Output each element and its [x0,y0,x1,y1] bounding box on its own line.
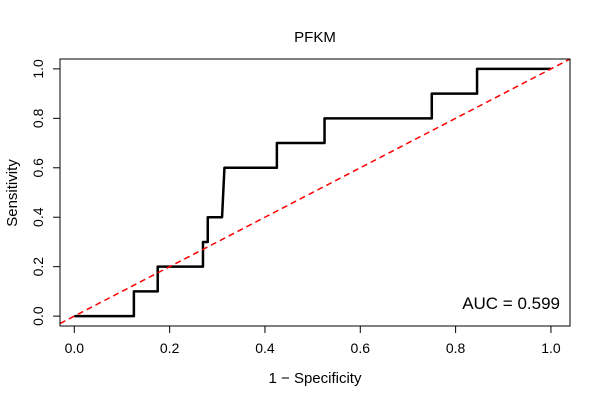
y-tick-label: 0.6 [30,158,46,178]
x-tick-label: 0.2 [160,340,180,356]
y-tick-label: 1.0 [30,59,46,79]
x-tick-label: 1.0 [541,340,561,356]
x-tick-label: 0.8 [446,340,466,356]
roc-curve-line [74,67,551,318]
x-axis-label: 1 − Specificity [269,370,362,387]
chart-title: PFKM [294,29,336,46]
x-tick-label: 0.6 [351,340,371,356]
y-tick-label: 0.2 [30,257,46,277]
x-tick-label: 0.0 [65,340,85,356]
y-tick-label: 0.0 [30,306,46,326]
y-tick-label: 0.8 [30,108,46,128]
y-axis-label: Sensitivity [4,159,21,227]
reference-diagonal-line [60,59,570,325]
plot-frame [59,58,571,327]
auc-annotation: AUC = 0.599 [462,294,560,313]
y-tick-label: 0.4 [30,207,46,227]
x-tick-label: 0.4 [255,340,275,356]
plot-layer [60,59,570,325]
